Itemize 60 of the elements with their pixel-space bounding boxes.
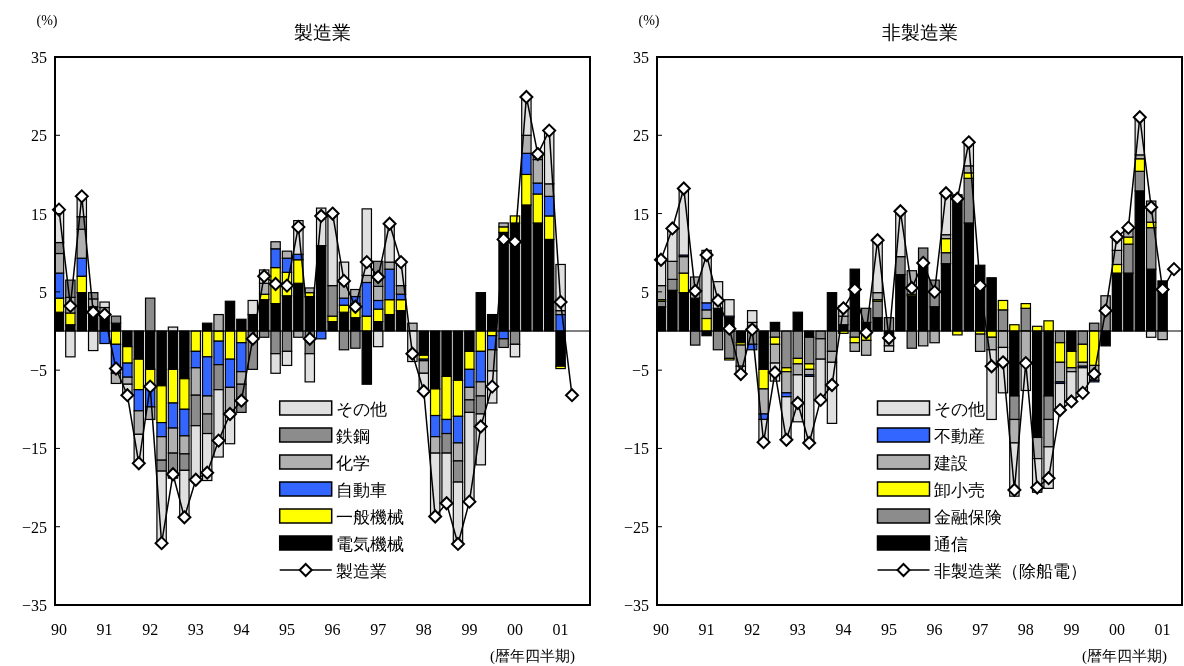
x-tick-label: 98 bbox=[415, 621, 432, 638]
chart-title: 非製造業 bbox=[881, 22, 958, 43]
y-tick-label: 25 bbox=[633, 127, 649, 145]
x-axis-title: (暦年四半期) bbox=[1082, 648, 1167, 665]
y-tick-label: 25 bbox=[31, 127, 47, 145]
y-tick-label: −15 bbox=[623, 440, 649, 458]
x-tick-label: 00 bbox=[1108, 621, 1125, 638]
x-tick-label: 93 bbox=[187, 621, 204, 638]
x-tick-label: 97 bbox=[972, 621, 989, 638]
x-tick-label: 92 bbox=[142, 621, 159, 638]
legend-label: 電気機械 bbox=[335, 535, 404, 554]
y-tick-label: 5 bbox=[641, 283, 649, 301]
legend-label: 不動産 bbox=[933, 427, 985, 446]
y-axis-title: (%) bbox=[36, 13, 58, 29]
x-tick-label: 94 bbox=[835, 621, 852, 638]
legend-label: 化学 bbox=[335, 454, 370, 473]
y-tick-label: −35 bbox=[623, 597, 649, 614]
x-tick-label: 93 bbox=[789, 621, 806, 638]
legend-label: 金融保険 bbox=[933, 508, 1002, 527]
y-tick-label: 15 bbox=[633, 205, 649, 223]
x-tick-label: 95 bbox=[278, 621, 295, 638]
legend-label: 鉄鋼 bbox=[335, 427, 370, 446]
x-tick-label: 91 bbox=[96, 621, 113, 638]
x-axis-title: (暦年四半期) bbox=[490, 648, 575, 665]
x-tick-label: 98 bbox=[1017, 621, 1034, 638]
x-tick-label: 97 bbox=[370, 621, 387, 638]
x-tick-label: 01 bbox=[552, 621, 569, 638]
x-tick-label: 90 bbox=[652, 621, 669, 638]
y-tick-label: 35 bbox=[633, 49, 649, 66]
x-tick-label: 96 bbox=[324, 621, 341, 638]
x-tick-label: 01 bbox=[1154, 621, 1171, 638]
y-tick-label: 15 bbox=[31, 205, 47, 223]
x-tick-label: 92 bbox=[744, 621, 761, 638]
y-tick-label: −35 bbox=[21, 597, 47, 614]
y-tick-label: −25 bbox=[623, 518, 649, 536]
legend-label: その他 bbox=[933, 400, 985, 419]
x-tick-label: 91 bbox=[698, 621, 715, 638]
x-tick-label: 96 bbox=[926, 621, 943, 638]
legend-label: 建設 bbox=[932, 454, 968, 473]
x-tick-label: 99 bbox=[461, 621, 478, 638]
legend-label: 卸小売 bbox=[933, 481, 985, 500]
x-tick-label: 94 bbox=[233, 621, 250, 638]
legend-label: 自動車 bbox=[335, 481, 387, 500]
y-tick-label: 35 bbox=[31, 49, 47, 66]
x-tick-label: 90 bbox=[50, 621, 67, 638]
legend-label: 一般機械 bbox=[335, 508, 404, 527]
x-tick-label: 95 bbox=[880, 621, 897, 638]
chart-title: 製造業 bbox=[294, 22, 351, 43]
y-tick-label: −25 bbox=[21, 518, 47, 536]
y-tick-label: −5 bbox=[631, 362, 649, 380]
legend-label: 非製造業（除船電） bbox=[933, 562, 1087, 581]
legend-label: 通信 bbox=[933, 535, 968, 554]
y-tick-label: −5 bbox=[29, 362, 47, 380]
y-axis-title: (%) bbox=[638, 13, 660, 29]
y-tick-label: 5 bbox=[39, 283, 47, 301]
legend-label: 製造業 bbox=[335, 562, 387, 581]
x-tick-label: 00 bbox=[506, 621, 523, 638]
x-tick-label: 99 bbox=[1063, 621, 1080, 638]
legend-label: その他 bbox=[335, 400, 387, 419]
y-tick-label: −15 bbox=[21, 440, 47, 458]
